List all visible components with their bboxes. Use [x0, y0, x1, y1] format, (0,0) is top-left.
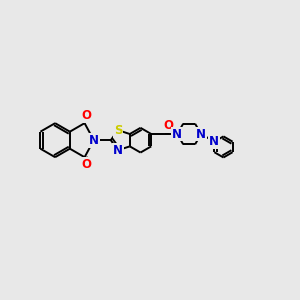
Text: N: N [89, 134, 99, 147]
Text: N: N [172, 128, 182, 140]
Text: O: O [82, 158, 92, 171]
Text: N: N [209, 135, 219, 148]
Text: O: O [163, 119, 173, 132]
Text: N: N [196, 128, 206, 140]
Text: O: O [82, 109, 92, 122]
Text: S: S [114, 124, 122, 137]
Text: N: N [113, 144, 123, 157]
